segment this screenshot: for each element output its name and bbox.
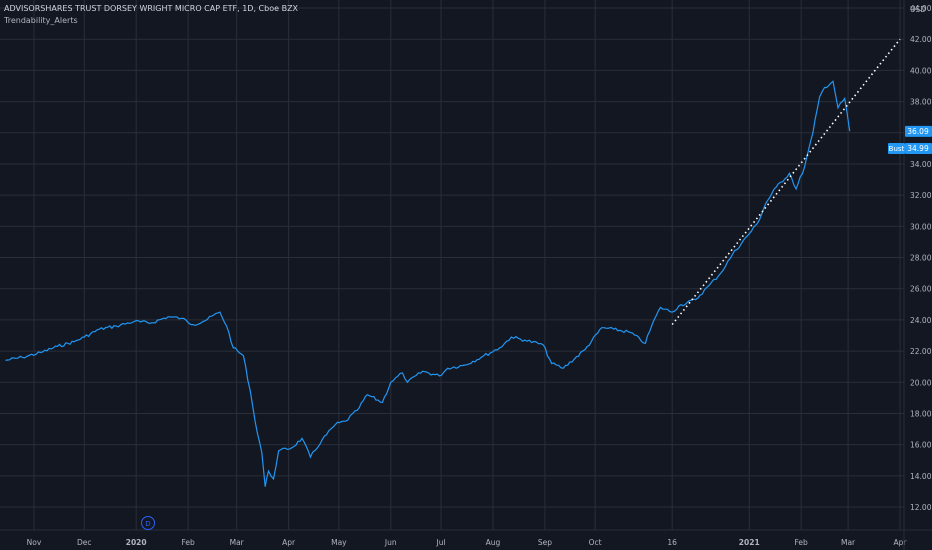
price-tick-label: 40.00 bbox=[910, 66, 932, 75]
alert-tag: Bust 34.99 bbox=[888, 142, 932, 154]
price-tick-label: 26.00 bbox=[910, 285, 932, 294]
time-tick-label: Feb bbox=[181, 538, 195, 547]
time-tick-label: Oct bbox=[589, 538, 602, 547]
time-tick-label: Feb bbox=[795, 538, 809, 547]
time-tick-label: 2020 bbox=[126, 538, 147, 547]
symbol-title: ADVISORSHARES TRUST DORSEY WRIGHT MICRO … bbox=[4, 4, 299, 13]
time-tick-label: Mar bbox=[841, 538, 856, 547]
time-tick-label: May bbox=[331, 538, 347, 547]
indicator-name[interactable]: Trendability_Alerts bbox=[4, 16, 78, 25]
price-tick-label: 34.00 bbox=[910, 160, 932, 169]
price-tick-label: 16.00 bbox=[910, 441, 932, 450]
price-tick-label: 38.00 bbox=[910, 98, 932, 107]
price-tick-label: 30.00 bbox=[910, 222, 932, 231]
price-tick-label: 22.00 bbox=[910, 347, 932, 356]
time-tick-label: Jun bbox=[384, 538, 397, 547]
currency-label: USD bbox=[910, 5, 926, 14]
event-badge[interactable]: D bbox=[141, 516, 155, 530]
price-tick-label: 44.00 bbox=[910, 4, 932, 13]
time-tick-label: Aug bbox=[486, 538, 501, 547]
time-tick-label: Jul bbox=[436, 538, 446, 547]
alert-tag-name: Bust bbox=[889, 145, 905, 153]
time-tick-label: Apr bbox=[282, 538, 296, 547]
price-tag: 36.09 bbox=[905, 125, 932, 137]
price-tick-label: 20.00 bbox=[910, 378, 932, 387]
trendline[interactable] bbox=[671, 38, 901, 326]
price-tag-value: 36.09 bbox=[907, 127, 929, 136]
price-series-line bbox=[5, 80, 851, 487]
price-tick-label: 28.00 bbox=[910, 254, 932, 263]
time-tick-label: 2021 bbox=[739, 538, 760, 547]
price-tick-label: 14.00 bbox=[910, 472, 932, 481]
time-tick-label: Nov bbox=[27, 538, 42, 547]
price-tick-label: 32.00 bbox=[910, 191, 932, 200]
time-tick-label: Mar bbox=[230, 538, 245, 547]
alert-tag-value: 34.99 bbox=[907, 144, 929, 153]
time-tick-label: Apr bbox=[894, 538, 908, 547]
price-tick-label: 18.00 bbox=[910, 409, 932, 418]
price-tick-label: 24.00 bbox=[910, 316, 932, 325]
time-tick-label: Dec bbox=[77, 538, 92, 547]
time-tick-label: 16 bbox=[667, 538, 677, 547]
price-tick-label: 42.00 bbox=[910, 35, 932, 44]
price-tick-label: 12.00 bbox=[910, 503, 932, 512]
time-tick-label: Sep bbox=[538, 538, 552, 547]
